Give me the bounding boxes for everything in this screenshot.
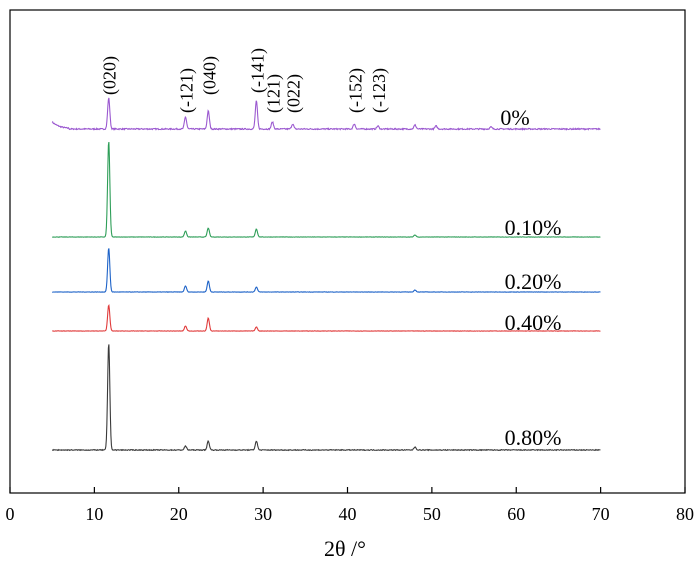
x-tick-label: 10	[85, 504, 103, 524]
peak-label-7: (-123)	[369, 68, 390, 113]
x-tick-label: 70	[592, 504, 610, 524]
peak-label-4: (121)	[263, 74, 284, 113]
peak-label-3: (-141)	[247, 48, 268, 93]
x-axis-title: 2θ /°	[324, 536, 366, 561]
series-line-4	[52, 344, 601, 452]
x-axis-ticks: 0 10 20 30 40 50 60 70 80	[6, 487, 694, 524]
peak-label-2: (040)	[199, 56, 220, 95]
peak-label-1: (-121)	[177, 68, 198, 113]
series-label-3: 0.40%	[505, 310, 562, 335]
x-tick-label: 0	[6, 504, 15, 524]
x-tick-label: 60	[507, 504, 525, 524]
peak-labels: (020) (-121) (040) (-141)(121) (022) (-152) (-…	[100, 48, 390, 113]
peak-label-5: (022)	[284, 74, 305, 113]
series-line-0	[51, 97, 601, 131]
peak-label-6: (-152)	[345, 68, 366, 113]
peak-label-0: (020)	[100, 56, 121, 95]
x-tick-label: 50	[423, 504, 441, 524]
series-line-3	[52, 303, 601, 332]
x-tick-label: 20	[170, 504, 188, 524]
series-line-2	[52, 248, 601, 293]
series-line-1	[52, 141, 601, 238]
series-label-1: 0.10%	[505, 215, 562, 240]
x-tick-label: 40	[339, 504, 357, 524]
series-label-4: 0.80%	[505, 425, 562, 450]
x-tick-label: 30	[254, 504, 272, 524]
x-tick-label: 80	[676, 504, 694, 524]
series-layer: 0% 0.10% 0.20% 0.40% 0.80%	[51, 97, 601, 452]
series-label-2: 0.20%	[505, 269, 562, 294]
series-label-0: 0%	[500, 105, 529, 130]
